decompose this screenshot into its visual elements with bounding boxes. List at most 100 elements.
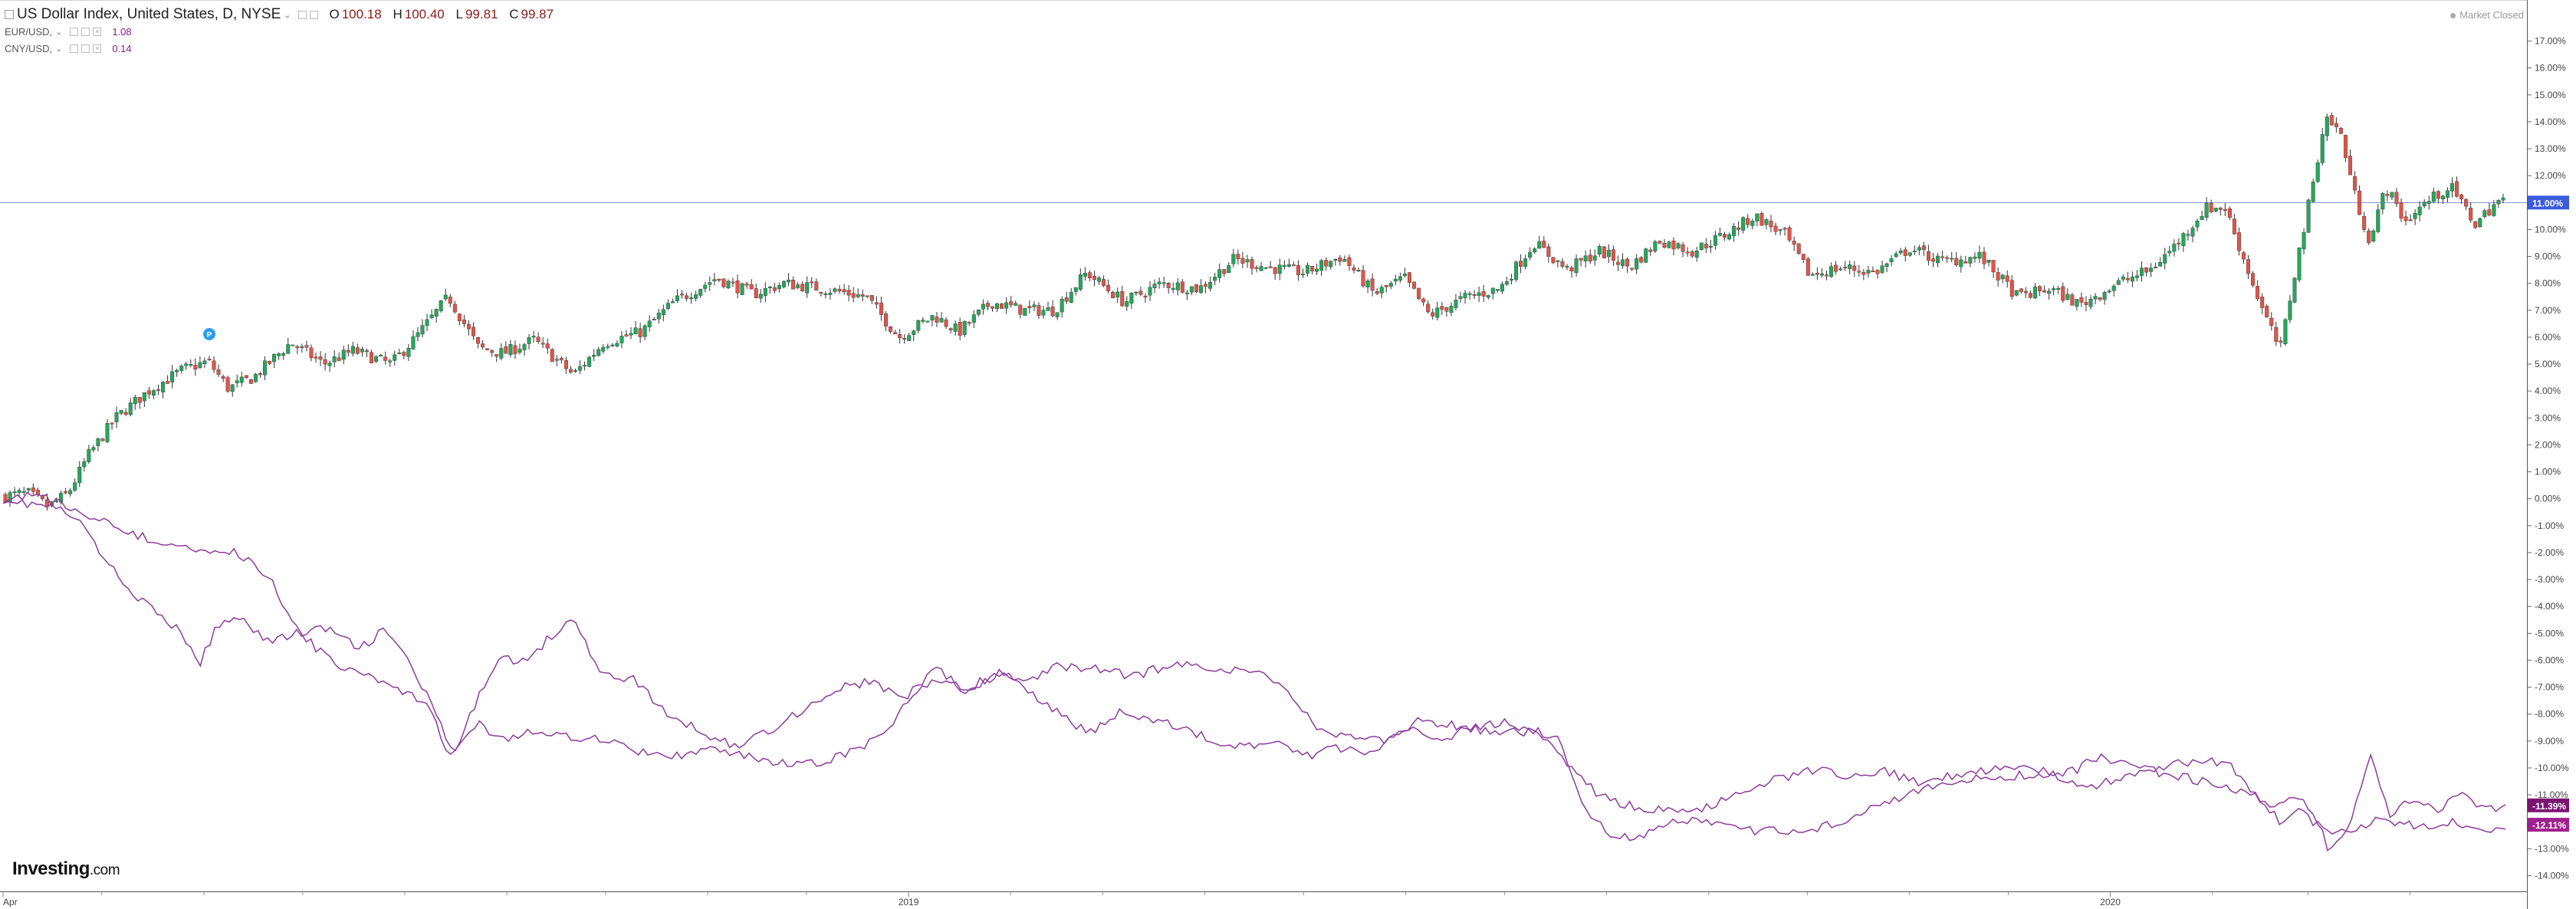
event-marker[interactable]: P [203,328,215,340]
candle [1746,218,1750,225]
candle [1273,267,1277,274]
candle [1852,265,1857,271]
candle [545,343,550,349]
candle [1866,270,1871,274]
candle [91,447,96,451]
y-tick-label: -2.00% [2535,547,2564,558]
candle [2426,201,2431,204]
candle [1495,289,1500,291]
candle [1449,306,1454,313]
candle [1116,291,1120,297]
candle [68,490,73,494]
candle [434,309,439,317]
candle [309,347,314,359]
candle [1968,257,1973,264]
candle [536,336,540,343]
candle [2172,244,2177,252]
candle [2223,209,2227,211]
status-dot-icon [2450,13,2456,18]
candle [1940,256,1945,258]
candle [1231,254,1236,264]
y-tick-label: -3.00% [2535,574,2564,585]
candle [1407,272,1411,283]
candle [2149,267,2154,272]
candle [1041,310,1046,316]
candle [12,491,17,494]
candle [2315,162,2320,182]
candle [2399,202,2404,218]
candle [948,328,953,330]
candle [1986,259,1991,263]
candle [314,356,318,359]
candle [1254,267,1259,269]
candle [1490,287,1495,294]
candle [1787,227,1792,241]
candle [1213,277,1217,281]
candle [883,313,888,327]
y-tick-label: 10.00% [2535,224,2566,235]
candle [253,373,258,382]
candle [1222,269,1227,274]
candle [874,302,879,305]
eurusd-tag-label: -11.39% [2532,801,2566,812]
candle [2376,209,2380,232]
eye-icon[interactable] [70,27,79,36]
candle [1259,266,1263,271]
candle [1615,261,1620,265]
candle [1875,270,1880,274]
candle [823,293,828,295]
candle [592,355,596,357]
candle [2358,190,2362,215]
candle [221,376,225,379]
candle [59,493,64,503]
candle [87,449,91,462]
settings-icon[interactable] [81,44,90,53]
candle [2209,202,2213,212]
chevron-down-icon[interactable]: ⌄ [55,44,63,54]
settings-icon[interactable] [81,27,90,36]
candle [907,335,912,341]
chevron-down-icon[interactable]: ⌄ [55,27,63,37]
collapse-icon[interactable] [5,10,14,19]
close-icon[interactable]: × [93,44,102,53]
eye-icon[interactable] [298,10,307,19]
y-tick-label: 4.00% [2535,386,2561,396]
candle [151,390,156,396]
candle [1528,252,1533,258]
candle [2487,209,2492,215]
candle [1708,246,1713,248]
candle [1092,276,1096,281]
close-icon[interactable]: × [93,27,102,36]
event-marker-label: P [207,331,212,340]
candle [1644,248,1648,263]
candle [2482,210,2487,218]
candle [1551,257,1556,264]
candle [2042,290,2047,293]
candle [2227,208,2232,218]
chevron-down-icon[interactable]: ⌄ [284,10,291,20]
candle [2469,208,2473,221]
event-marker-circle [203,328,215,340]
candle [466,323,471,330]
candle [1621,259,1625,267]
settings-icon[interactable] [310,10,319,19]
candle [805,282,810,294]
candle [244,375,248,379]
eye-icon[interactable] [70,44,79,53]
candle [2130,277,2134,282]
candle [1009,301,1014,306]
candle [1268,266,1273,268]
candle [633,327,638,335]
candle [1945,257,1950,259]
candle [1477,292,1481,296]
candle [2088,298,2093,307]
candle [1338,257,1342,262]
candle [2440,195,2445,199]
candle [846,290,851,296]
price-tag-label: 11.00% [2532,198,2563,208]
candle [2056,288,2061,290]
candle [990,306,994,309]
candle [1458,296,1463,299]
candle [2246,259,2251,274]
candle [1843,267,1848,269]
